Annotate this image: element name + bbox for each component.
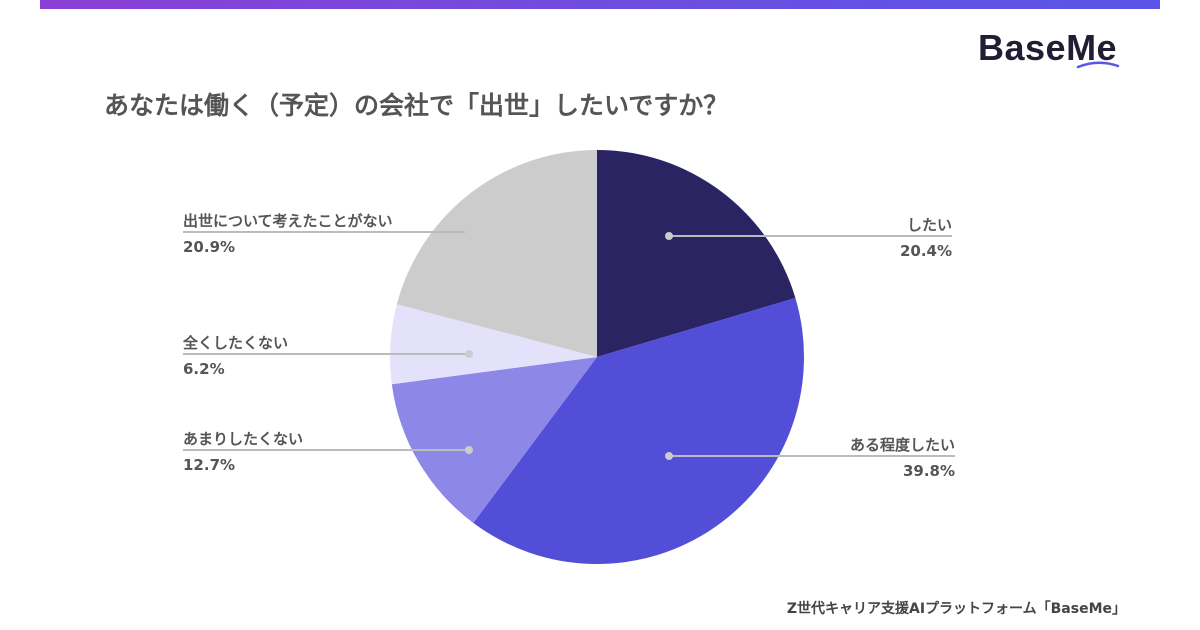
leader-dot: [465, 446, 473, 454]
pie-slice: [473, 298, 804, 564]
slice-label: あまりしたくない: [183, 430, 304, 448]
brand-logo-text: BaseMe: [978, 27, 1118, 68]
chart-title: あなたは働く（予定）の会社で「出世」したいですか？: [104, 91, 729, 120]
top-accent-bar: [40, 0, 1160, 9]
leader-dot: [665, 452, 673, 460]
slice-value-label: 6.2%: [183, 360, 225, 378]
slice-label: 全くしたくない: [183, 334, 289, 352]
logo-swoosh-icon: [1076, 61, 1120, 69]
brand-logo: BaseMe: [978, 24, 1148, 72]
leader-dot: [465, 228, 473, 236]
pie-slice: [391, 357, 597, 523]
pie-slice: [396, 150, 597, 357]
pie-slice: [597, 150, 796, 357]
pie-slice: [390, 304, 597, 385]
slice-value-label: 12.7%: [183, 456, 236, 474]
source-footer: Z世代キャリア支援AIプラットフォーム「BaseMe」: [786, 601, 1126, 617]
leader-dot: [465, 350, 473, 358]
slice-label: したい: [906, 216, 952, 234]
slice-value-label: 39.8%: [902, 462, 955, 480]
slice-value-label: 20.9%: [183, 238, 236, 256]
slice-label: ある程度したい: [849, 436, 955, 454]
leader-dot: [665, 232, 673, 240]
slice-label: 出世について考えたことがない: [183, 212, 393, 230]
slice-value-label: 20.4%: [899, 242, 952, 260]
